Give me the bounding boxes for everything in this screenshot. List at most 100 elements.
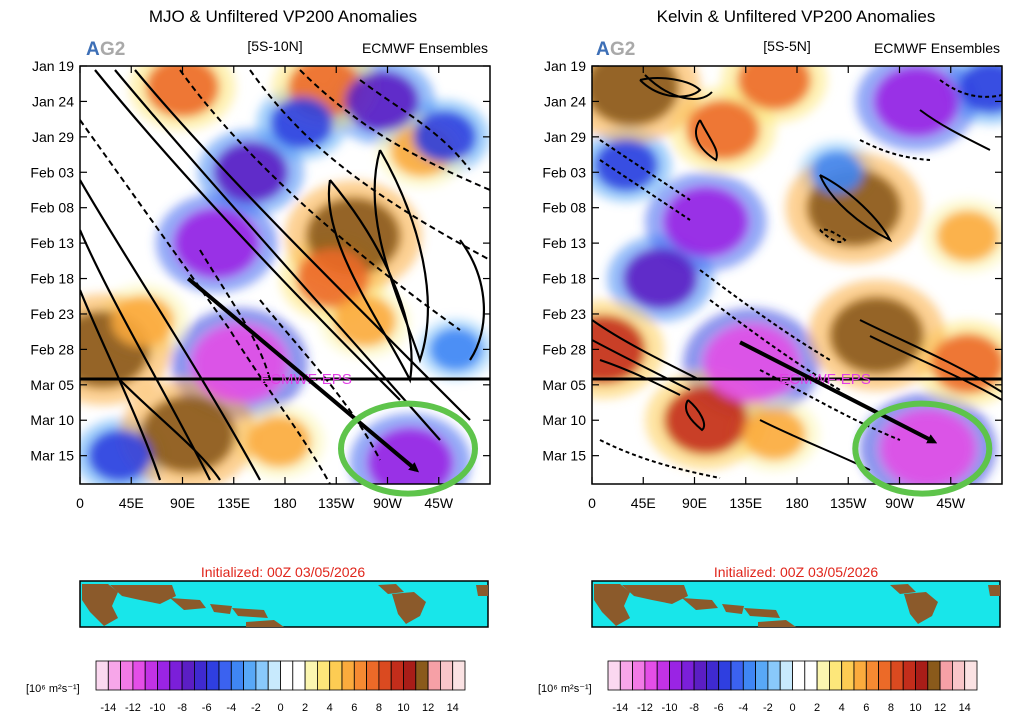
anomaly-cell: [742, 408, 806, 460]
y-tick-label: Mar 15: [542, 448, 586, 464]
colorbar-swatch: [107, 660, 122, 691]
colorbar-swatch: [353, 660, 367, 691]
colorbar-unit: [10⁶ m²s⁻¹]: [26, 683, 80, 695]
y-tick-label: Feb 08: [542, 200, 586, 216]
colorbar-swatch: [779, 660, 793, 691]
y-tick-label: Jan 19: [32, 58, 74, 74]
colorbar-swatch: [415, 660, 429, 691]
colorbar-swatch: [427, 660, 441, 691]
x-tick-label: 45W: [936, 495, 966, 511]
colorbar-swatch: [619, 660, 633, 691]
colorbar-label: -2: [251, 702, 261, 714]
colorbar-swatch: [292, 660, 306, 691]
world-map: [79, 580, 489, 628]
anomaly-cell: [368, 428, 453, 484]
colorbar-swatch: [644, 660, 658, 691]
y-tick-label: Feb 13: [30, 235, 74, 251]
mjo-contours: [80, 69, 485, 481]
anomaly-field: [592, 66, 1002, 484]
x-tick-label: 180: [785, 495, 809, 511]
colorbar-swatch: [669, 660, 683, 691]
colorbar-swatch: [730, 660, 744, 691]
colorbar-label: 12: [422, 702, 434, 714]
axis-ticks: Jan 19 Jan 24 Jan 29 Feb 03 Feb 08 Feb 13 Feb …: [30, 58, 490, 511]
propagation-arrow: [186, 277, 420, 473]
y-tick-label: Mar 10: [542, 412, 586, 428]
y-tick-label: Feb 23: [30, 306, 74, 322]
colorbar-swatch: [157, 660, 171, 691]
anomaly-cell: [623, 248, 697, 309]
anomaly-cell: [737, 66, 811, 111]
x-tick-label: 45E: [119, 495, 144, 511]
colorbar-swatch: [439, 660, 454, 691]
colorbar-swatch: [452, 660, 466, 691]
colorbar-swatch: [853, 660, 867, 691]
x-tick-label: 135E: [217, 495, 250, 511]
colorbar-swatch: [267, 660, 281, 691]
anomaly-cell: [429, 328, 482, 371]
colorbar-swatch: [792, 660, 806, 691]
lat-band-label: [5S-5N]: [763, 38, 810, 54]
colorbar-swatch: [816, 660, 830, 691]
initialized-label: Initialized: 00Z 03/05/2026: [714, 564, 878, 580]
colorbar-label: -4: [738, 702, 748, 714]
y-tick-label: Mar 05: [30, 377, 74, 393]
colorbar-swatch: [693, 660, 707, 691]
y-tick-label: Jan 24: [544, 93, 586, 109]
colorbar-swatch: [403, 660, 417, 691]
colorbar-swatch: [95, 660, 109, 691]
colorbar-swatch: [767, 660, 781, 691]
colorbar-label: 8: [888, 702, 894, 714]
x-tick-label: 0: [588, 495, 596, 511]
colorbar-swatch: [681, 660, 695, 691]
anomaly-cell: [874, 67, 959, 136]
colorbar-swatch: [144, 660, 158, 691]
y-tick-label: Feb 28: [30, 341, 74, 357]
anomaly-cell: [810, 151, 863, 194]
colorbar: [95, 660, 466, 691]
x-tick-label: 45E: [631, 495, 656, 511]
x-tick-label: 45W: [424, 495, 454, 511]
colorbar-label: 4: [327, 702, 333, 714]
chart-title: Kelvin & Unfiltered VP200 Anomalies: [657, 7, 936, 26]
x-tick-label: 180: [273, 495, 297, 511]
anomaly-cell: [931, 333, 1002, 394]
chart-title: MJO & Unfiltered VP200 Anomalies: [149, 7, 417, 26]
colorbar-swatch: [607, 660, 621, 691]
anomaly-cell: [592, 315, 646, 384]
colorbar-unit: [10⁶ m²s⁻¹]: [538, 683, 592, 695]
colorbar-swatch: [804, 660, 818, 691]
colorbar-swatch: [366, 660, 380, 691]
panel-mjo: MJO & Unfiltered VP200 Anomalies A G2 [5…: [26, 7, 491, 714]
colorbar-label: -8: [689, 702, 699, 714]
colorbar-swatch: [206, 660, 220, 691]
ag2-logo-g2: G2: [100, 39, 125, 60]
propagation-arrow: [739, 340, 938, 444]
colorbar-label: -2: [763, 702, 773, 714]
colorbar-swatch: [632, 660, 646, 691]
kelvin-contours-dashed: [599, 79, 1002, 479]
colorbar-swatch: [865, 660, 879, 691]
colorbar-swatch: [304, 660, 318, 691]
colorbar-labels: -14 -12 -10 -8 -6 -4 -2 0 2 4 6 8 10 12 14: [612, 702, 970, 714]
colorbar-swatch: [378, 660, 392, 691]
colorbar-swatch: [755, 660, 769, 691]
colorbar-swatch: [841, 660, 855, 691]
source-label: ECMWF Ensembles: [874, 40, 1000, 56]
highlight-circle: [852, 400, 993, 497]
y-tick-label: Feb 08: [30, 200, 74, 216]
y-tick-label: Feb 18: [30, 271, 74, 287]
anomaly-field: [80, 66, 490, 484]
colorbar-label: -14: [100, 702, 116, 714]
y-tick-label: Feb 03: [542, 164, 586, 180]
colorbar-label: 10: [397, 702, 409, 714]
colorbar-swatch: [280, 660, 294, 691]
colorbar-label: -6: [202, 702, 212, 714]
colorbar-swatch: [952, 660, 966, 691]
y-tick-label: Mar 15: [30, 448, 74, 464]
ag2-logo-g2: G2: [610, 39, 635, 60]
colorbar-label: -14: [612, 702, 628, 714]
anomaly-cell: [111, 295, 174, 347]
anomaly-cell: [88, 430, 152, 482]
